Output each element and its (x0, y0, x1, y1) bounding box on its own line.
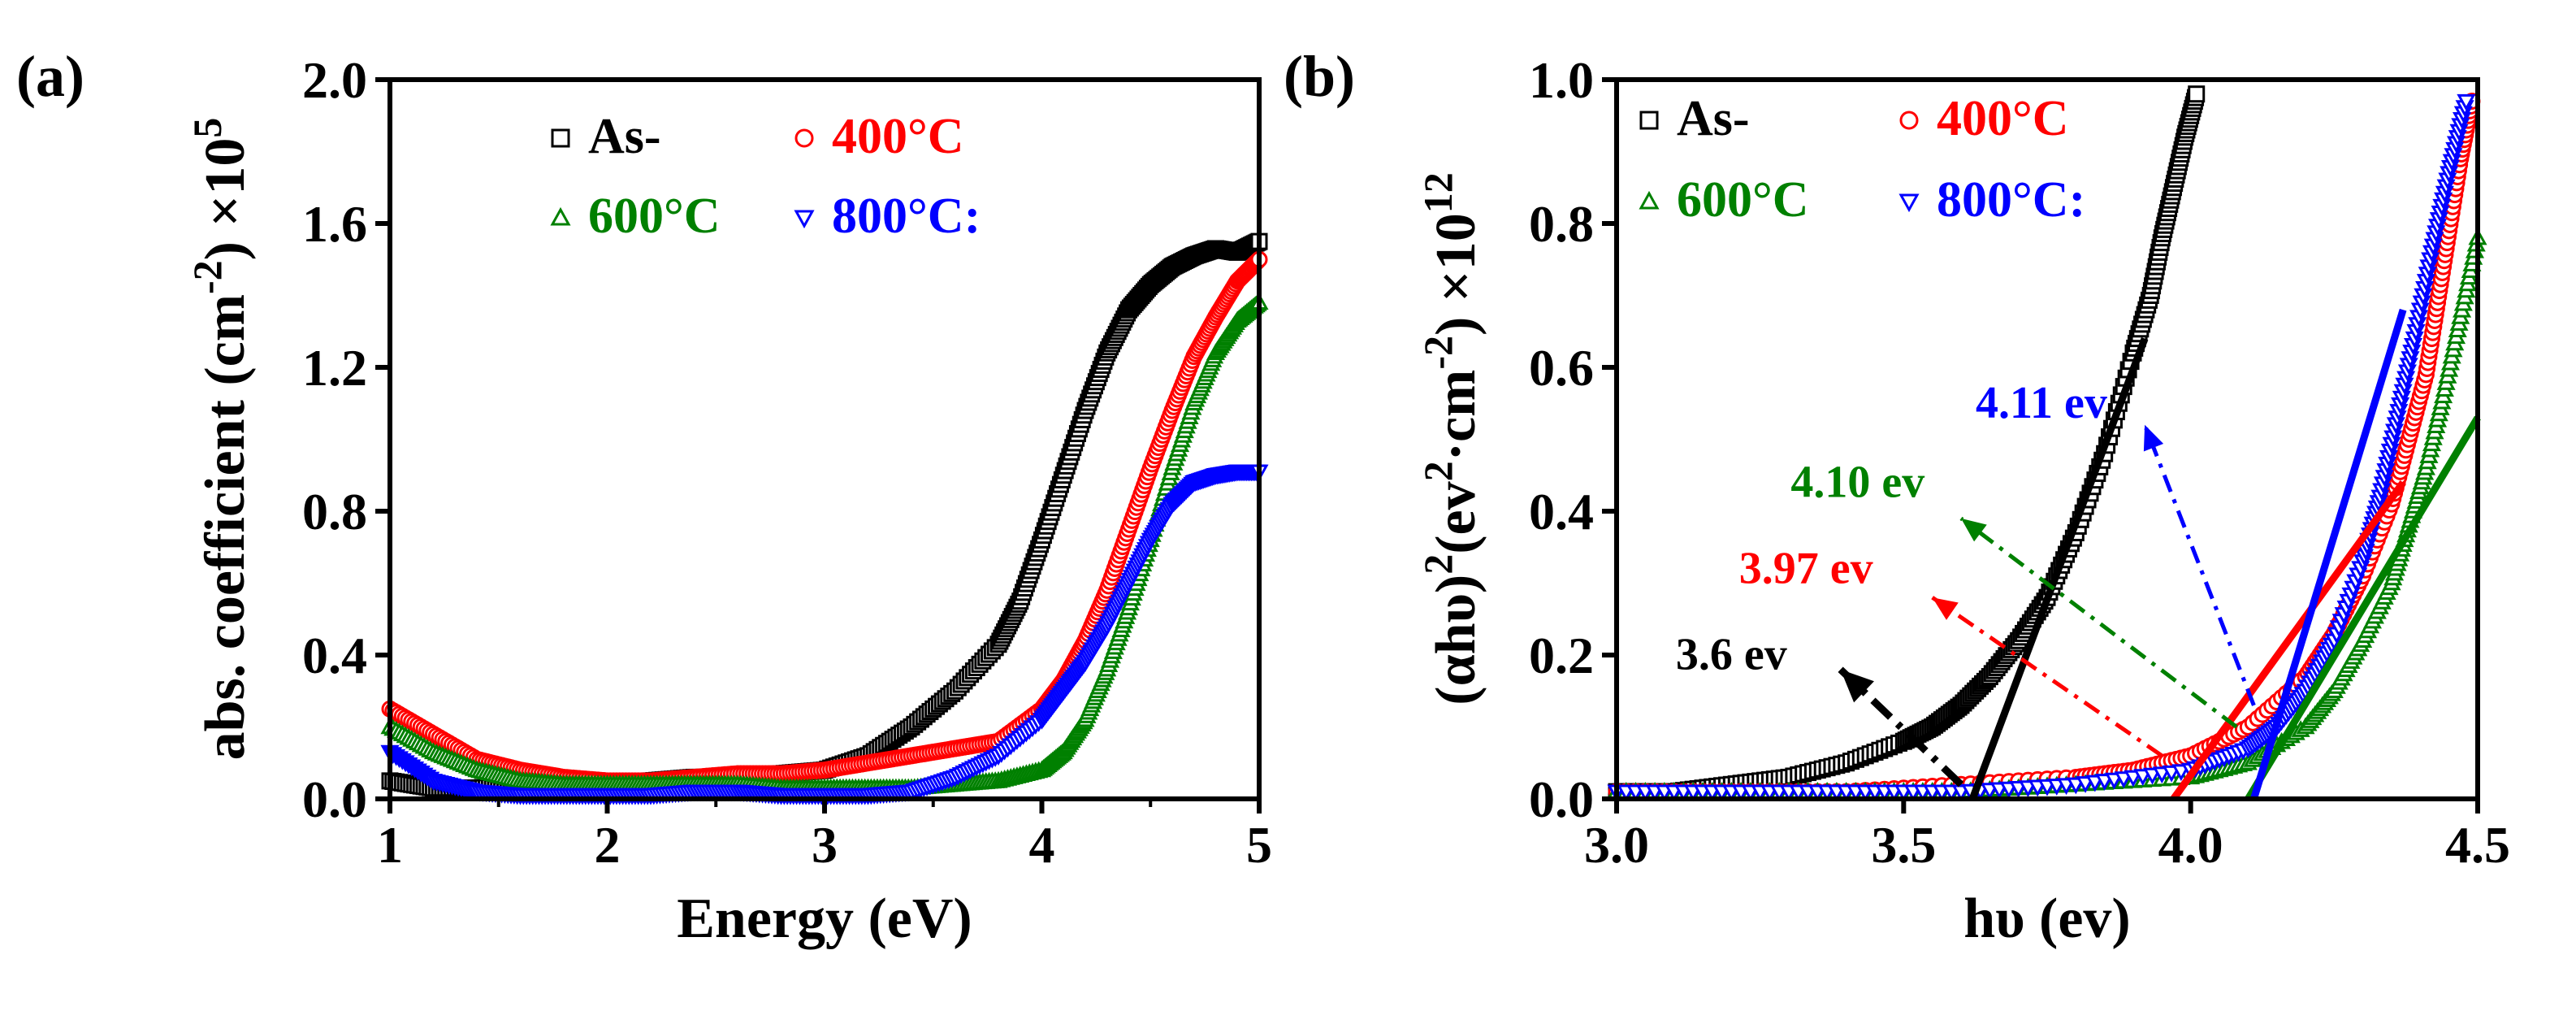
series-2 (380, 293, 1269, 796)
panel-a-y-axis-label: abs. coefficient (cm-2) ×105 (184, 118, 257, 761)
y-tick-label: 0.4 (302, 627, 367, 684)
panel-label-a: (a) (16, 44, 84, 109)
legend-item: As- (1639, 91, 1750, 146)
annotation: 4.11 ev (1976, 378, 2256, 706)
legend-item: 600°C (1639, 172, 1809, 228)
data-point (2188, 85, 2206, 103)
legend-marker (550, 206, 571, 226)
fit-line (1968, 337, 2149, 801)
legend-label: As- (1677, 91, 1750, 146)
panel-b-annotations: 3.6 ev 3.97 ev 4.10 ev 4.11 ev (1676, 378, 2256, 788)
annotation-arrowhead (1961, 518, 1987, 542)
y-tick-label: 0.4 (1529, 483, 1594, 540)
series-1 (381, 250, 1268, 790)
panel-b-fit-lines (1968, 308, 2481, 801)
x-tick-label: 4.0 (2158, 816, 2223, 874)
panel-b-ticks: 3.0 3.5 4.0 4.5 0.0 0.2 0.4 0.6 0.8 1.0 (1529, 51, 2510, 874)
data-point (2457, 93, 2476, 111)
y-tick-label: 0.8 (1529, 195, 1594, 253)
x-tick-label: 3.5 (1871, 816, 1936, 874)
fit-line (2250, 308, 2407, 801)
annotation-arrow-line (1838, 666, 1964, 788)
y-tick-label: 0.0 (302, 770, 367, 828)
legend-label: 400°C (1937, 91, 2069, 146)
y-tick-label: 1.0 (1529, 51, 1594, 109)
y-tick-label: 1.6 (302, 195, 367, 253)
legend-item: 800°C: (794, 189, 981, 244)
fit-line (2170, 479, 2406, 801)
panel-a-x-axis-label: Energy (eV) (677, 887, 972, 950)
x-tick-label: 3 (812, 816, 838, 874)
annotation-arrowhead (2143, 424, 2164, 452)
panel-a-plot-area (387, 77, 1262, 801)
y-tick-label: 0.8 (302, 483, 367, 540)
x-tick-label: 2 (595, 816, 621, 874)
legend-label: As- (588, 109, 661, 164)
annotation: 3.6 ev (1676, 630, 1964, 788)
legend-item: 400°C (1899, 91, 2069, 146)
legend-item: 600°C (550, 189, 721, 244)
y-tick-label: 1.2 (302, 339, 367, 397)
panel-b-plot-area (1614, 77, 2480, 801)
x-tick-label: 1 (377, 816, 403, 874)
panel-b-legend: As- 400°C 600°C 800°C: (1639, 91, 2085, 228)
panel-b: (b) 3.6 ev 3.97 ev 4.10 ev 4.11 ev 3.0 3.5 4.… (1284, 44, 2510, 950)
legend-label: 800°C: (832, 189, 981, 244)
legend-marker (794, 210, 815, 229)
annotation-arrow-line (1931, 596, 2163, 757)
y-tick-label: 0.0 (1529, 770, 1594, 828)
panel-a-legend: As- 400°C 600°C 800°C: (550, 109, 981, 244)
panel-b-y-axis-label: (αhυ)2(ev2·cm-2) ×1012 (1415, 172, 1487, 705)
legend-item: 800°C: (1898, 172, 2085, 228)
annotation-label: 4.10 ev (1790, 457, 1924, 507)
annotation-label: 3.6 ev (1676, 630, 1787, 680)
y-axis-label-text: (αhυ)2(ev2·cm-2) ×1012 (1415, 172, 1487, 705)
panel-label-b: (b) (1284, 44, 1355, 109)
y-tick-label: 0.6 (1529, 339, 1594, 397)
annotation-label: 4.11 ev (1976, 378, 2107, 428)
x-tick-label: 5 (1246, 816, 1272, 874)
panel-a: (a) 1 2 3 4 50.00.40.81.21.62.0 Energy (eV) … (16, 44, 1272, 950)
x-tick-label: 3.0 (1584, 816, 1649, 874)
panel-a-ticks: 1 2 3 4 5 0.0 0.4 0.8 1.2 1.6 2.0 (302, 51, 1272, 874)
x-tick-label: 4 (1029, 816, 1055, 874)
legend-label: 400°C (832, 109, 964, 164)
series-2 (1607, 228, 2487, 799)
annotation-arrow-line (2142, 423, 2256, 706)
legend-label: 800°C: (1937, 172, 2085, 228)
legend-marker (1898, 193, 1920, 213)
legend-label: 600°C (588, 189, 721, 244)
legend-marker (794, 128, 814, 148)
annotation-label: 3.97 ev (1739, 544, 1873, 594)
panel-a-series (380, 232, 1269, 805)
y-axis-label-text: abs. coefficient (cm-2) ×105 (184, 118, 257, 761)
panel-b-series (1607, 85, 2487, 802)
annotation: 4.10 ev (1790, 457, 2238, 729)
legend-label: 600°C (1677, 172, 1809, 228)
legend-marker (1639, 111, 1659, 130)
legend-marker (551, 128, 570, 148)
legend-item: 400°C (794, 109, 964, 164)
y-tick-label: 2.0 (302, 51, 367, 109)
series-3 (380, 464, 1269, 805)
annotation-arrowhead (1932, 597, 1959, 620)
panel-b-x-axis-label: hυ (ev) (1963, 887, 2130, 950)
annotation-arrowhead (1840, 669, 1874, 703)
y-tick-label: 0.2 (1529, 627, 1594, 684)
legend-item: As- (551, 109, 661, 164)
annotation: 3.97 ev (1739, 544, 2163, 757)
legend-marker (1899, 111, 1919, 130)
legend-marker (1639, 190, 1660, 210)
x-tick-label: 4.5 (2445, 816, 2510, 874)
fit-line (2245, 415, 2481, 801)
series-0 (1608, 85, 2206, 801)
